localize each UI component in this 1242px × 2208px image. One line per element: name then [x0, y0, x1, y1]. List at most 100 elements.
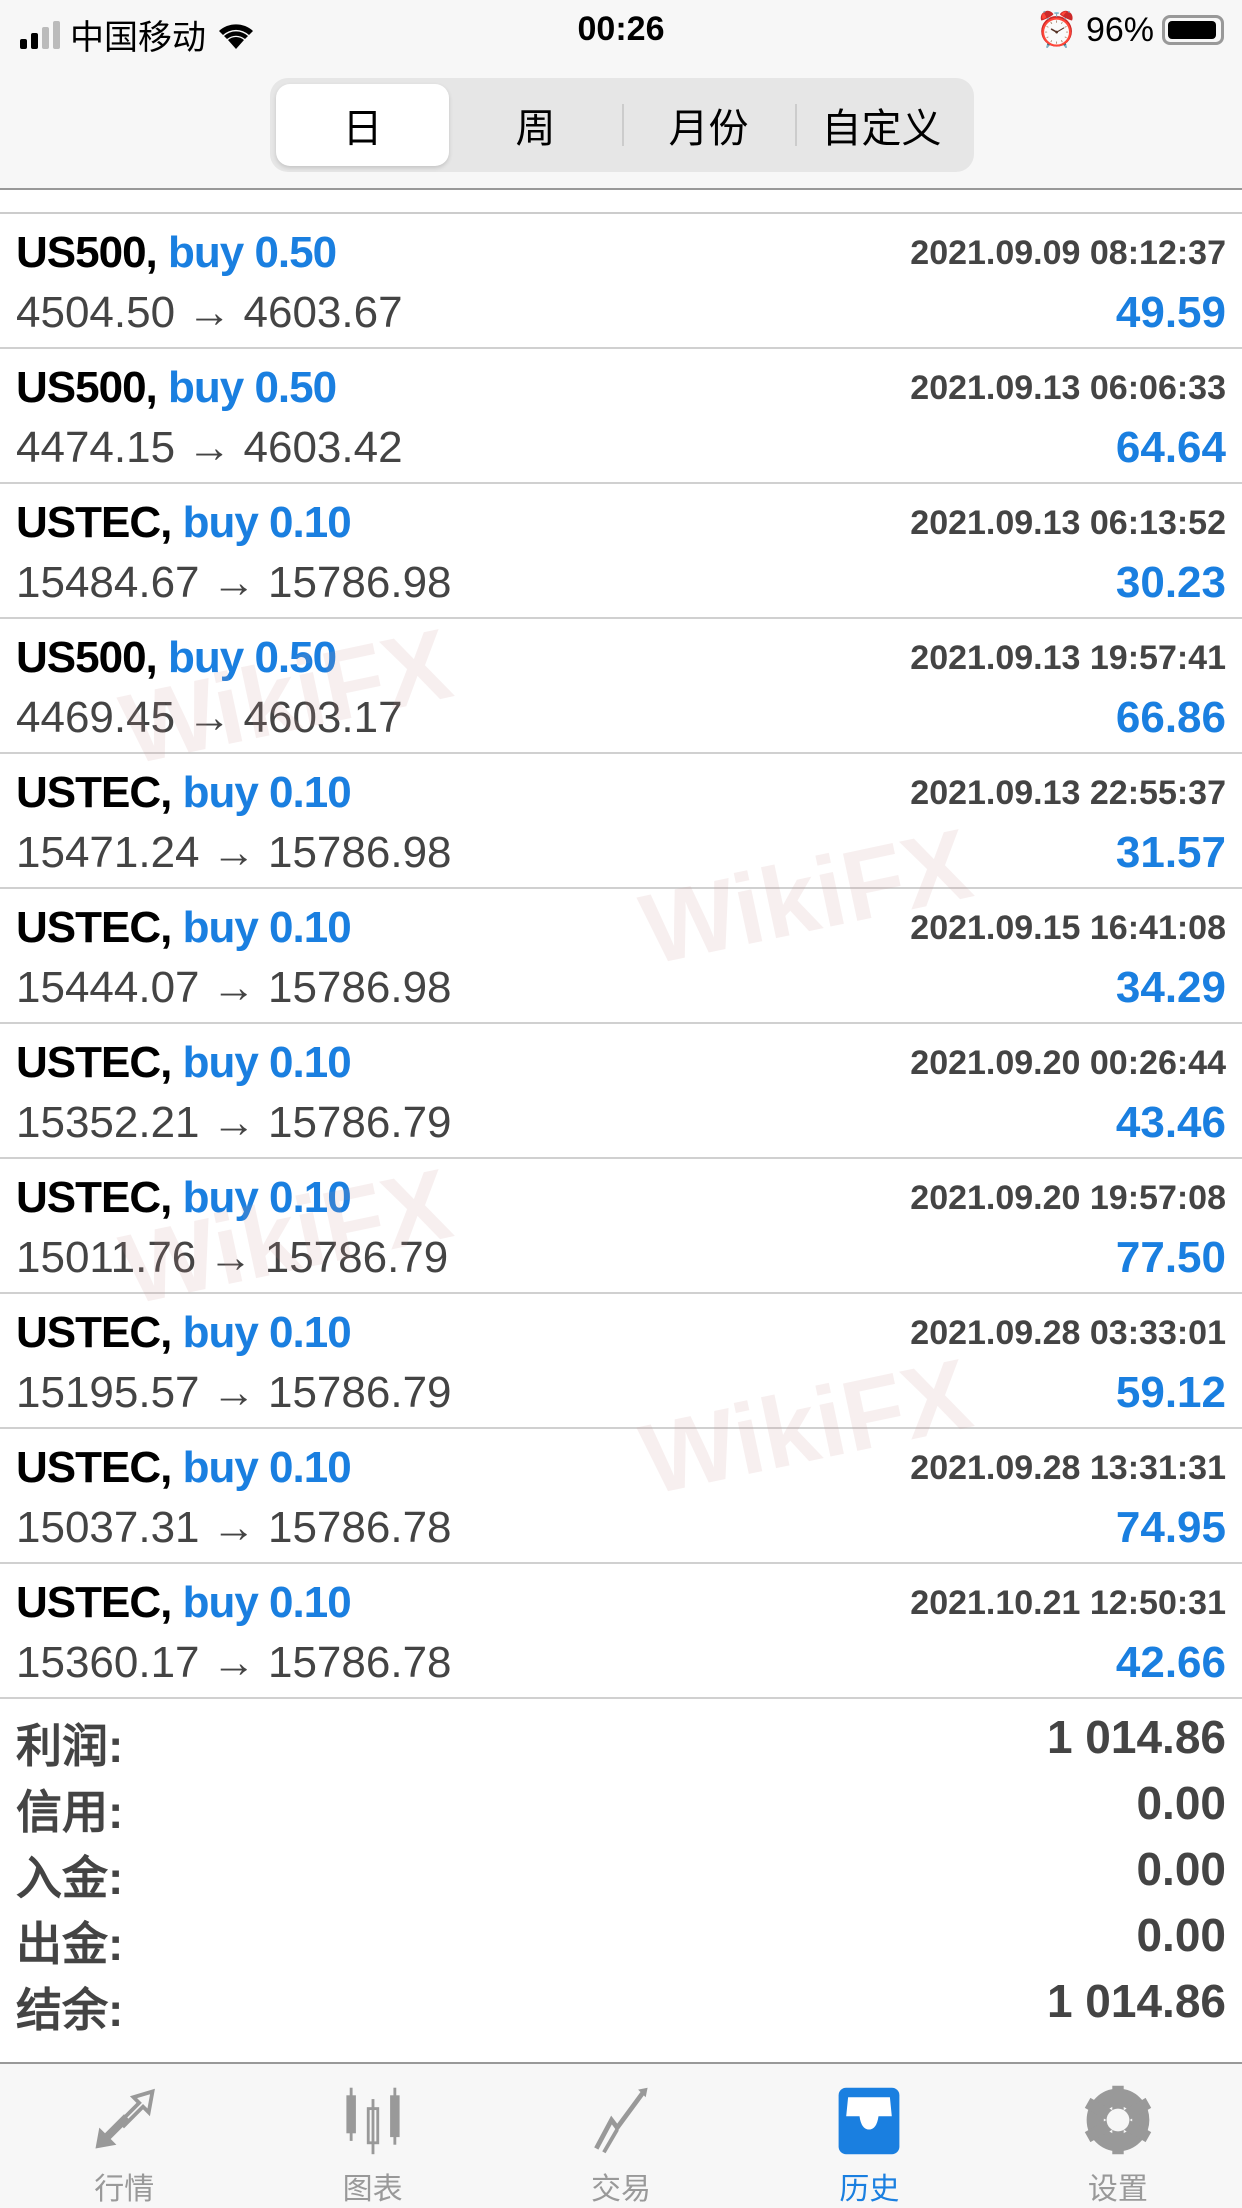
- trade-profit: 42.66: [1115, 1638, 1226, 1687]
- trade-row[interactable]: USTEC, buy 0.10 2021.09.28 03:33:01 1519…: [0, 1294, 1242, 1429]
- tab-bar: 行情 图表 交易 历史 设置: [0, 2062, 1242, 2208]
- value: 1 014.86: [1046, 1975, 1226, 2027]
- price-range: 15471.24 → 15786.98: [16, 828, 452, 877]
- trade-row[interactable]: USTEC, buy 0.10 2021.09.20 19:57:08 1501…: [0, 1159, 1242, 1294]
- open-price: 15360.17: [16, 1638, 200, 1687]
- trade-symbol: USTEC, buy 0.10: [16, 1308, 352, 1358]
- alarm-icon: ⏰: [1035, 11, 1078, 49]
- symbol: US500,: [16, 633, 158, 682]
- segment-custom[interactable]: 自定义: [795, 84, 968, 166]
- symbol: USTEC,: [16, 768, 172, 817]
- trade-symbol: US500, buy 0.50: [16, 228, 337, 278]
- tab-history[interactable]: 历史: [745, 2064, 993, 2208]
- tab-label: 行情: [94, 2173, 155, 2206]
- trade-type: buy 0.10: [182, 1173, 352, 1222]
- open-price: 4474.15: [16, 423, 176, 472]
- clock: 00:26: [577, 10, 665, 48]
- symbol: USTEC,: [16, 1038, 172, 1087]
- trade-row[interactable]: USTEC, buy 0.10 2021.09.28 13:31:31 1503…: [0, 1429, 1242, 1564]
- trade-profit: 49.59: [1115, 288, 1226, 337]
- trade-row[interactable]: USTEC, buy 0.10 2021.09.15 16:41:08 1544…: [0, 889, 1242, 1024]
- price-range: 15444.07 → 15786.98: [16, 963, 452, 1012]
- trade-row[interactable]: USTEC, buy 0.10 2021.09.13 22:55:37 1547…: [0, 754, 1242, 889]
- tab-charts[interactable]: 图表: [248, 2064, 496, 2208]
- status-bar: 中国移动 00:26 ⏰ 96%: [0, 0, 1242, 62]
- summary-credit: 信用: 0.00: [0, 1766, 1242, 1838]
- trade-date: 2021.09.13 19:57:41: [910, 639, 1226, 677]
- close-price: 15786.79: [267, 1368, 452, 1417]
- trade-row[interactable]: USTEC, buy 0.10 2021.09.20 00:26:44 1535…: [0, 1024, 1242, 1159]
- summary-deposit: 入金: 0.00: [0, 1832, 1242, 1904]
- trade-type: buy 0.50: [168, 228, 337, 277]
- close-price: 4603.17: [243, 693, 403, 742]
- gear-icon: [1084, 2085, 1152, 2155]
- symbol: USTEC,: [16, 903, 172, 952]
- trade-row[interactable]: USTEC, buy 0.10 2021.10.21 12:50:31 1536…: [0, 1564, 1242, 1699]
- summary-withdrawal: 出金: 0.00: [0, 1898, 1242, 1970]
- label: 入金:: [16, 1852, 124, 1904]
- close-price: 15786.98: [267, 963, 452, 1012]
- trade-symbol: USTEC, buy 0.10: [16, 768, 352, 818]
- trade-row[interactable]: US500, buy 0.50 2021.09.13 06:06:33 4474…: [0, 349, 1242, 484]
- trade-symbol: USTEC, buy 0.10: [16, 1173, 352, 1223]
- price-range: 15360.17 → 15786.78: [16, 1638, 452, 1687]
- wifi-icon: [219, 23, 253, 49]
- tab-trade[interactable]: 交易: [497, 2064, 745, 2208]
- label: 利润:: [16, 1720, 124, 1772]
- open-price: 4504.50: [16, 288, 176, 337]
- tab-quotes[interactable]: 行情: [0, 2064, 248, 2208]
- trade-profit: 74.95: [1115, 1503, 1226, 1552]
- history-inbox-icon: [839, 2087, 900, 2155]
- trade-profit: 77.50: [1115, 1233, 1226, 1282]
- price-range: 15195.57 → 15786.79: [16, 1368, 452, 1417]
- trade-type: buy 0.10: [182, 903, 352, 952]
- signal-icon: [20, 20, 60, 49]
- tab-settings[interactable]: 设置: [994, 2064, 1242, 2208]
- trade-row[interactable]: USTEC, buy 0.10 2021.09.13 06:13:52 1548…: [0, 484, 1242, 619]
- tab-label: 历史: [839, 2173, 900, 2206]
- label: 信用:: [16, 1786, 124, 1838]
- value: 0.00: [1136, 1777, 1226, 1829]
- value: 0.00: [1136, 1909, 1226, 1961]
- tab-label: 图表: [342, 2173, 403, 2206]
- segment-week[interactable]: 周: [515, 107, 556, 151]
- trade-symbol: US500, buy 0.50: [16, 363, 337, 413]
- trade-type: buy 0.10: [182, 1578, 352, 1627]
- trade-row[interactable]: US500, buy 0.50 2021.09.09 08:12:37 4504…: [0, 214, 1242, 349]
- value: 0.00: [1136, 1843, 1226, 1895]
- symbol: USTEC,: [16, 1578, 172, 1627]
- carrier: 中国移动: [70, 19, 206, 57]
- tab-label: 交易: [591, 2173, 652, 2206]
- summary-balance: 结余: 1 014.86: [0, 1964, 1242, 2036]
- symbol: US500,: [16, 228, 158, 277]
- trade-date: 2021.09.28 13:31:31: [910, 1449, 1226, 1487]
- trade-date: 2021.09.09 08:12:37: [910, 234, 1226, 272]
- symbol: USTEC,: [16, 1443, 172, 1492]
- trade-date: 2021.09.13 22:55:37: [910, 774, 1226, 812]
- trade-symbol: USTEC, buy 0.10: [16, 903, 352, 953]
- trade-type: buy 0.10: [182, 1308, 352, 1357]
- open-price: 15195.57: [16, 1368, 200, 1417]
- trade-type: buy 0.10: [182, 1443, 352, 1492]
- trade-profit: 64.64: [1115, 423, 1226, 472]
- open-price: 15444.07: [16, 963, 200, 1012]
- segment-month[interactable]: 月份: [622, 84, 795, 166]
- open-price: 15011.76: [16, 1233, 197, 1282]
- price-range: 4474.15 → 4603.42: [16, 423, 403, 472]
- trade-history-list[interactable]: US500, buy 0.50 2021.09.09 08:12:37 4504…: [0, 190, 1242, 1699]
- close-price: 15786.78: [267, 1503, 452, 1552]
- symbol: USTEC,: [16, 1173, 172, 1222]
- trade-profit: 66.86: [1115, 693, 1226, 742]
- trade-date: 2021.09.13 06:06:33: [910, 369, 1226, 407]
- summary: 利润: 1 014.86 信用: 0.00 入金: 0.00 出金: 0.00 结余: 1…: [0, 1700, 1242, 2036]
- label: 出金:: [16, 1918, 124, 1970]
- trade-type: buy 0.50: [168, 633, 337, 682]
- trade-row[interactable]: US500, buy 0.50 2021.09.13 19:57:41 4469…: [0, 619, 1242, 754]
- tab-label: 设置: [1087, 2173, 1148, 2206]
- open-price: 4469.45: [16, 693, 176, 742]
- trade-symbol: USTEC, buy 0.10: [16, 1038, 352, 1088]
- trade-date: 2021.09.15 16:41:08: [910, 909, 1226, 947]
- segment-day[interactable]: 日: [276, 84, 449, 166]
- summary-profit: 利润: 1 014.86: [0, 1700, 1242, 1772]
- value: 1 014.86: [1046, 1711, 1226, 1763]
